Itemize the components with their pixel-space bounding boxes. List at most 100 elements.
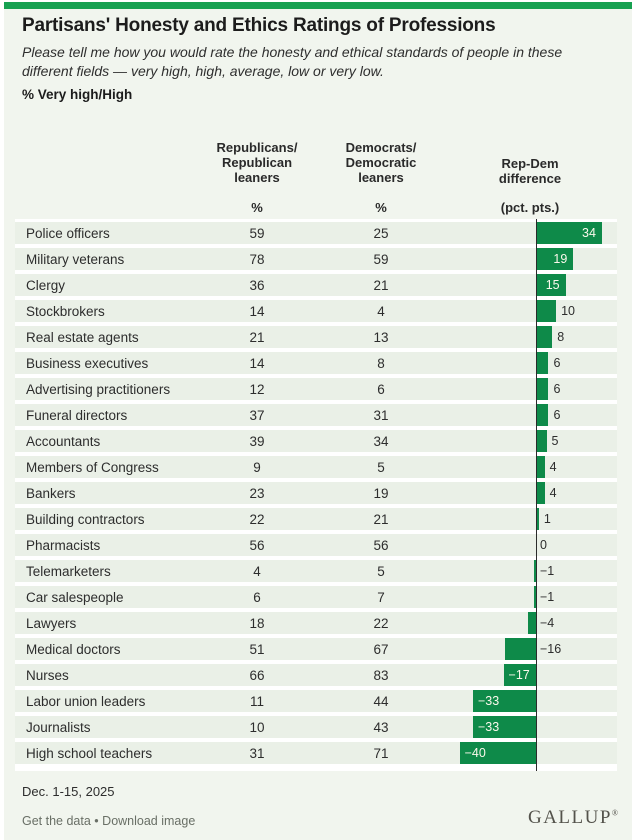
diff-bar — [534, 560, 536, 582]
profession-label: Medical doctors — [26, 642, 121, 657]
diff-value: 6 — [553, 382, 561, 396]
democrat-value: 5 — [377, 460, 385, 475]
profession-label: Clergy — [26, 278, 66, 293]
table-row: Nurses 66 83 −17 — [15, 664, 617, 686]
republican-value: 4 — [253, 564, 261, 579]
table-row: Police officers 59 25 34 — [15, 222, 617, 244]
diff-bar — [472, 690, 536, 712]
republican-value: 18 — [249, 616, 265, 631]
diff-bar — [537, 300, 557, 322]
democrat-value: 67 — [373, 642, 389, 657]
profession-label: Members of Congress — [26, 460, 159, 475]
democrat-value: 8 — [377, 356, 385, 371]
ratings-table: Police officers 59 25 34 Military veterans 78… — [15, 219, 617, 771]
column-header-democrats: Democrats/ Democratic leaners — [345, 140, 417, 185]
republican-value: 78 — [249, 252, 265, 267]
diff-value: 4 — [549, 460, 557, 474]
democrat-value: 31 — [373, 408, 389, 423]
top-accent-bar — [4, 2, 632, 9]
table-row: Stockbrokers 14 4 10 — [15, 300, 617, 322]
republican-value: 56 — [249, 538, 265, 553]
table-row: Business executives 14 8 6 — [15, 352, 617, 374]
download-image-link[interactable]: Download image — [102, 814, 196, 828]
diff-value: 4 — [549, 486, 557, 500]
republican-value: 22 — [249, 512, 265, 527]
democrat-value: 7 — [377, 590, 385, 605]
diff-value: −33 — [477, 720, 500, 734]
column-header-republicans: Republicans/ Republican leaners — [216, 140, 298, 185]
diff-value: 0 — [540, 538, 547, 552]
unit-democrats: % — [375, 200, 387, 215]
diff-bar — [537, 248, 574, 270]
democrat-value: 34 — [373, 434, 389, 449]
table-row: High school teachers 31 71 −40 — [15, 742, 617, 764]
diff-bar — [505, 638, 536, 660]
diff-bar — [537, 326, 553, 348]
table-row: Journalists 10 43 −33 — [15, 716, 617, 738]
table-row: Accountants 39 34 5 — [15, 430, 617, 452]
democrat-value: 5 — [377, 564, 385, 579]
profession-label: Bankers — [26, 486, 76, 501]
diff-value: 19 — [553, 252, 568, 266]
profession-label: Car salespeople — [26, 590, 124, 605]
diff-bar — [537, 352, 549, 374]
table-row: Lawyers 18 22 −4 — [15, 612, 617, 634]
democrat-value: 44 — [373, 694, 389, 709]
diff-bar — [537, 222, 602, 244]
republican-value: 14 — [249, 304, 265, 319]
diff-value: −17 — [508, 668, 530, 682]
table-row: Members of Congress 9 5 4 — [15, 456, 617, 478]
diff-bar — [534, 586, 536, 608]
diff-value: −4 — [540, 616, 555, 630]
profession-label: Funeral directors — [26, 408, 128, 423]
profession-label: Real estate agents — [26, 330, 139, 345]
diff-value: 6 — [553, 356, 561, 370]
diff-value: −1 — [540, 590, 555, 604]
chart-subtitle: Please tell me how you would rate the ho… — [22, 44, 563, 79]
table-row: Advertising practitioners 12 6 6 — [15, 378, 617, 400]
unit-republicans: % — [251, 200, 263, 215]
democrat-value: 13 — [373, 330, 389, 345]
profession-label: High school teachers — [26, 746, 153, 761]
gallup-logo: GALLUP® — [527, 807, 618, 828]
table-row: Labor union leaders 11 44 −33 — [15, 690, 617, 712]
table-row: Clergy 36 21 15 — [15, 274, 617, 296]
diff-value: −33 — [477, 694, 500, 708]
diff-bar — [537, 430, 547, 452]
democrat-value: 6 — [377, 382, 385, 397]
democrat-value: 22 — [373, 616, 389, 631]
diff-bar — [537, 482, 545, 504]
diff-value: 1 — [543, 512, 551, 526]
democrat-value: 59 — [373, 252, 389, 267]
diff-value: −40 — [464, 746, 486, 760]
diff-value: 34 — [582, 226, 596, 240]
get-the-data-link[interactable]: Get the data — [22, 814, 91, 828]
republican-value: 6 — [253, 590, 261, 605]
profession-label: Police officers — [26, 226, 110, 241]
chart-title: Partisans' Honesty and Ethics Ratings of… — [22, 15, 496, 36]
diff-value: 5 — [551, 434, 559, 448]
diff-value: 15 — [545, 278, 560, 292]
diff-value: −16 — [540, 642, 562, 656]
survey-date: Dec. 1-15, 2025 — [22, 784, 115, 799]
table-row: Funeral directors 37 31 6 — [15, 404, 617, 426]
table-row: Military veterans 78 59 19 — [15, 248, 617, 270]
democrat-value: 21 — [373, 512, 389, 527]
diff-value: 6 — [553, 408, 561, 422]
diff-bar — [537, 456, 545, 478]
republican-value: 10 — [249, 720, 265, 735]
diff-bar — [459, 742, 536, 764]
profession-label: Military veterans — [26, 252, 125, 267]
profession-label: Telemarketers — [26, 564, 111, 579]
profession-label: Labor union leaders — [26, 694, 146, 709]
unit-difference: (pct. pts.) — [500, 200, 560, 215]
diff-bar — [537, 508, 539, 530]
republican-value: 59 — [249, 226, 265, 241]
diff-bar — [537, 378, 549, 400]
democrat-value: 25 — [373, 226, 389, 241]
profession-label: Stockbrokers — [26, 304, 105, 319]
zero-axis-line — [536, 219, 537, 771]
democrat-value: 4 — [377, 304, 385, 319]
republican-value: 9 — [253, 460, 261, 475]
table-row: Bankers 23 19 4 — [15, 482, 617, 504]
